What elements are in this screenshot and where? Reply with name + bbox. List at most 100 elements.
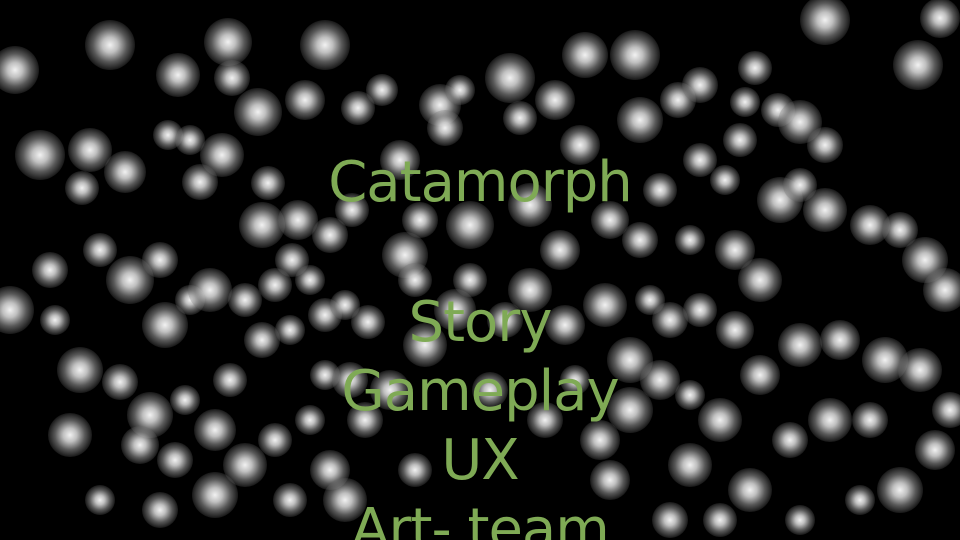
bokeh-orb	[65, 171, 99, 205]
bokeh-orb	[617, 97, 663, 143]
bokeh-orb	[723, 123, 757, 157]
bokeh-orb	[142, 242, 178, 278]
bokeh-orb	[703, 503, 737, 537]
bokeh-orb	[213, 363, 247, 397]
bokeh-orb	[85, 20, 135, 70]
bokeh-orb	[332, 362, 368, 398]
topic-item: Art- team	[351, 497, 610, 540]
bokeh-orb	[258, 268, 292, 302]
topic-item: UX	[441, 428, 519, 493]
bokeh-orb	[845, 485, 875, 515]
bokeh-orb	[652, 302, 688, 338]
bokeh-orb	[738, 258, 782, 302]
bokeh-orb	[803, 188, 847, 232]
bokeh-orb	[652, 502, 688, 538]
bokeh-orb	[239, 202, 285, 248]
bokeh-orb	[57, 347, 103, 393]
bokeh-orb	[698, 398, 742, 442]
bokeh-orb	[398, 263, 432, 297]
bokeh-orb	[560, 125, 600, 165]
bokeh-orb	[142, 492, 178, 528]
bokeh-orb	[485, 53, 535, 103]
bokeh-orb	[273, 483, 307, 517]
bokeh-orb	[40, 305, 70, 335]
bokeh-orb	[427, 110, 463, 146]
bokeh-orb	[643, 173, 677, 207]
bokeh-orb	[778, 323, 822, 367]
bokeh-orb	[683, 293, 717, 327]
bokeh-orb	[370, 370, 410, 410]
bokeh-orb	[893, 40, 943, 90]
bokeh-orb	[182, 164, 218, 200]
bokeh-orb	[590, 460, 630, 500]
bokeh-orb	[48, 413, 92, 457]
bokeh-orb	[300, 20, 350, 70]
bokeh-orb	[527, 402, 563, 438]
bokeh-orb	[15, 130, 65, 180]
topic-item: Gameplay	[341, 359, 619, 424]
bokeh-orb	[234, 88, 282, 136]
bokeh-orb	[807, 127, 843, 163]
bokeh-orb	[610, 30, 660, 80]
bokeh-orb	[503, 101, 537, 135]
bokeh-orb	[728, 468, 772, 512]
bokeh-orb	[898, 348, 942, 392]
bokeh-orb	[251, 166, 285, 200]
bokeh-orb	[535, 80, 575, 120]
bokeh-orb	[772, 422, 808, 458]
bokeh-orb	[730, 87, 760, 117]
bokeh-orb	[323, 478, 367, 522]
bokeh-orb	[446, 201, 494, 249]
bokeh-orb	[85, 485, 115, 515]
bokeh-orb	[472, 372, 508, 408]
bokeh-orb	[32, 252, 68, 288]
bokeh-orb	[675, 225, 705, 255]
bokeh-orb	[668, 443, 712, 487]
bokeh-orb	[278, 200, 318, 240]
bokeh-orb	[682, 67, 718, 103]
bokeh-orb	[258, 423, 292, 457]
bokeh-orb	[820, 320, 860, 360]
bokeh-orb	[560, 365, 590, 395]
slide-title: Catamorph	[328, 150, 633, 215]
bokeh-orb	[852, 402, 888, 438]
bokeh-orb	[932, 392, 960, 428]
bokeh-orb	[607, 387, 653, 433]
bokeh-orb	[453, 263, 487, 297]
bokeh-orb	[398, 453, 432, 487]
bokeh-orb	[156, 53, 200, 97]
bokeh-orb	[194, 409, 236, 451]
bokeh-orb	[380, 140, 420, 180]
bokeh-orb	[192, 472, 238, 518]
bokeh-orb	[583, 283, 627, 327]
bokeh-orb	[738, 51, 772, 85]
bokeh-orb	[402, 202, 438, 238]
bokeh-orb	[0, 46, 39, 94]
bokeh-orb	[800, 0, 850, 45]
bokeh-orb	[351, 305, 385, 339]
bokeh-orb	[710, 165, 740, 195]
bokeh-orb	[275, 315, 305, 345]
bokeh-orb	[445, 75, 475, 105]
bokeh-orb	[545, 305, 585, 345]
bokeh-orb	[508, 268, 552, 312]
bokeh-orb	[121, 426, 159, 464]
bokeh-orb	[102, 364, 138, 400]
bokeh-orb	[716, 311, 754, 349]
bokeh-orb	[228, 283, 262, 317]
bokeh-orb	[923, 268, 960, 312]
bokeh-orb	[170, 385, 200, 415]
bokeh-orb	[580, 420, 620, 460]
bokeh-orb	[920, 0, 960, 38]
bokeh-orb	[347, 402, 383, 438]
bokeh-orb	[335, 193, 369, 227]
bokeh-orb	[295, 265, 325, 295]
bokeh-orb	[142, 302, 188, 348]
bokeh-orb	[622, 222, 658, 258]
bokeh-orb	[244, 322, 280, 358]
bokeh-orb	[403, 323, 447, 367]
bokeh-orb	[366, 74, 398, 106]
bokeh-orb	[508, 183, 552, 227]
